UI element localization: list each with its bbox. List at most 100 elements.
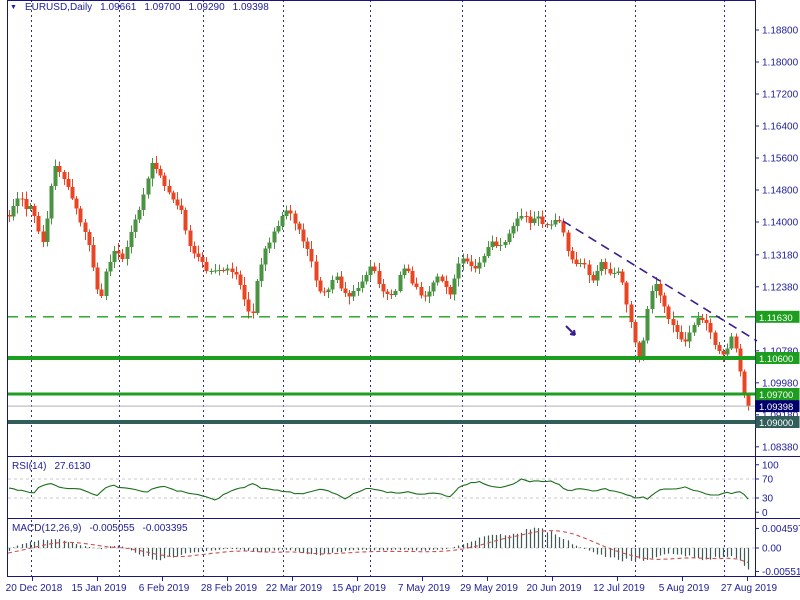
sell-arrow-mark[interactable]: [565, 325, 576, 336]
candle-down: [188, 230, 193, 246]
candle-up: [532, 218, 537, 224]
candle-up: [335, 276, 340, 280]
macd-value: -0.005055: [89, 523, 135, 534]
candle-down: [301, 229, 306, 242]
candle-up: [137, 210, 142, 220]
ohlc-high: 1.09700: [144, 2, 181, 13]
macd-name: MACD(12,26,9): [12, 523, 82, 534]
macd-scale-label: 0.004597: [762, 524, 800, 535]
ohlc-low: 1.09290: [188, 2, 225, 13]
candle-up: [398, 274, 403, 291]
candle-up: [15, 198, 20, 206]
candle-down: [524, 215, 529, 217]
descending-trendline[interactable]: [562, 220, 758, 342]
time-axis[interactable]: 20 Dec 2018 15 Jan 2019 6 Feb 2019 28 Feb 2…: [6, 577, 778, 594]
candle-up: [330, 279, 335, 290]
candle-down: [196, 253, 201, 258]
price-label-badge-text: 1.09398: [759, 402, 793, 413]
candle-down: [192, 245, 197, 254]
candle-up: [599, 262, 604, 272]
candle-down: [381, 283, 386, 292]
candle-up: [351, 291, 356, 297]
candle-down: [66, 179, 71, 187]
price-label-badge-text: 1.09700: [759, 390, 793, 401]
candle-down: [171, 192, 176, 200]
candle-down: [414, 283, 419, 287]
candle-up: [213, 270, 218, 272]
candle-down: [746, 395, 751, 407]
candle-down: [339, 276, 344, 289]
candle-up: [276, 225, 281, 232]
price-axis[interactable]: 1.18800 1.18000 1.17200 1.16400 1.15600 1.148…: [755, 26, 800, 454]
candle-up: [477, 262, 482, 269]
price-label-badge-text: 1.09000: [759, 418, 793, 429]
candle-down: [293, 213, 298, 224]
rsi-scale-label: 30: [762, 494, 774, 505]
price-label-badge: [755, 400, 800, 413]
candle-down: [574, 259, 579, 265]
candle-down: [179, 205, 184, 211]
candle-down: [36, 216, 41, 232]
price-tick-label: 1.13180: [762, 250, 799, 261]
rsi-scale-label: 0: [762, 508, 768, 519]
pane-borders: [7, 0, 800, 577]
candle-down: [309, 248, 314, 262]
candle-down: [305, 241, 310, 249]
candle-down: [633, 321, 638, 343]
candle-up: [553, 219, 558, 225]
candle-down: [347, 292, 352, 297]
candle-down: [87, 232, 92, 245]
candle-up: [263, 248, 268, 265]
candle-down: [587, 264, 592, 275]
candle-down: [62, 171, 67, 180]
candle-down: [41, 231, 46, 243]
candle-down: [314, 261, 319, 281]
candle-up: [259, 264, 264, 282]
candle-down: [204, 262, 209, 272]
candle-up: [125, 247, 130, 260]
candlesticks: [7, 156, 751, 411]
candle-down: [540, 216, 545, 225]
candle-down: [120, 253, 125, 260]
price-tick-label: 1.17200: [762, 90, 799, 101]
candle-up: [53, 166, 58, 186]
macd-scale-label: -0.005515: [762, 567, 800, 578]
candle-down: [322, 291, 327, 293]
candle-down: [242, 284, 247, 300]
chart-objects[interactable]: [7, 220, 758, 424]
candle-up: [616, 271, 621, 274]
candle-up: [578, 263, 583, 265]
candle-up: [452, 278, 457, 295]
candle-up: [267, 242, 272, 249]
candle-up: [112, 251, 117, 263]
candle-down: [116, 251, 121, 254]
candle-up: [356, 288, 361, 292]
candle-up: [225, 268, 230, 271]
candle-up: [255, 281, 260, 313]
candle-down: [297, 223, 302, 230]
date-tick-label: 12 Jul 2019: [593, 583, 645, 594]
candle-down: [162, 175, 167, 186]
candle-up: [393, 290, 398, 295]
candle-down: [221, 270, 226, 272]
candle-down: [591, 274, 596, 281]
candle-up: [11, 205, 16, 217]
candle-down: [158, 168, 163, 176]
candle-down: [713, 332, 718, 345]
rsi-pane: [8, 478, 755, 501]
candle-up: [503, 241, 508, 245]
price-tick-label: 1.09180: [762, 410, 799, 421]
candle-down: [608, 268, 613, 274]
candle-up: [595, 271, 600, 281]
chevron-down-icon[interactable]: ▼: [10, 3, 17, 11]
candle-down: [700, 317, 705, 320]
candle-down: [465, 258, 470, 262]
symbol-ohlc-header: ▼ EURUSD,Daily 1.09661 1.09700 1.09290 1…: [10, 2, 269, 13]
candle-down: [343, 288, 348, 293]
candle-up: [515, 218, 520, 227]
candle-up: [687, 332, 692, 342]
candle-up: [461, 258, 466, 264]
candle-up: [146, 178, 151, 195]
